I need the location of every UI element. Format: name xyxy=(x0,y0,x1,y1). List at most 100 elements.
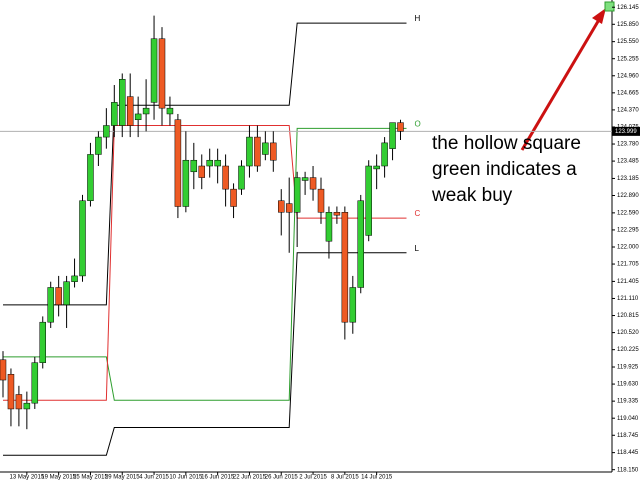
candle-body xyxy=(230,188,237,207)
y-tick-label: 122.890 xyxy=(617,193,639,199)
x-tick-label: 19 May 2015 xyxy=(41,475,76,480)
y-tick-label: 121.110 xyxy=(617,296,639,302)
level-label: C xyxy=(415,209,421,218)
candle-body xyxy=(190,159,198,173)
signal-square xyxy=(604,1,615,12)
arrow xyxy=(520,17,602,151)
candle-body xyxy=(254,136,261,167)
y-tick-label: 119.335 xyxy=(617,399,639,405)
candle-body xyxy=(79,200,86,277)
candle-body xyxy=(111,102,118,126)
y-tick-label: 118.445 xyxy=(617,450,639,456)
y-tick-label: 123.185 xyxy=(617,176,639,182)
y-tick-label: 124.665 xyxy=(617,90,639,96)
candle-body xyxy=(39,321,46,363)
level-line xyxy=(3,125,407,401)
x-tick-label: 10 Jun 2015 xyxy=(169,475,203,480)
level-label: L xyxy=(415,244,420,253)
candle-body xyxy=(222,165,229,190)
last-price-box xyxy=(612,126,640,136)
candle-body xyxy=(31,362,39,404)
x-tick-label: 2 Jul 2015 xyxy=(299,475,327,480)
y-tick-label: 119.040 xyxy=(617,416,639,422)
y-tick-label: 126.145 xyxy=(617,5,639,11)
level-line xyxy=(3,127,407,401)
y-tick-label: 123.780 xyxy=(617,142,639,148)
y-tick-label: 120.520 xyxy=(617,330,639,336)
candle-body xyxy=(397,122,404,132)
x-tick-label: 13 May 2015 xyxy=(9,475,44,480)
candle-body xyxy=(71,275,78,282)
x-tick-label: 16 Jun 2015 xyxy=(201,475,235,480)
candle-body xyxy=(126,96,134,126)
candle-body xyxy=(55,287,62,306)
y-tick-label: 121.405 xyxy=(617,279,639,285)
candle-body xyxy=(7,373,15,410)
y-tick-label: 125.850 xyxy=(617,22,639,28)
y-tick-label: 118.745 xyxy=(617,433,639,439)
x-tick-label: 14 Jul 2015 xyxy=(361,475,393,480)
candle-body xyxy=(317,188,325,213)
candle-body xyxy=(309,177,317,190)
annotation: the hollow square green indicates a weak b… xyxy=(431,133,581,206)
candle-body xyxy=(301,177,309,181)
candle-body xyxy=(333,212,341,216)
arrow-head xyxy=(592,8,606,24)
candle-body xyxy=(365,165,372,236)
candle-body xyxy=(325,212,333,242)
candle-body xyxy=(270,142,277,161)
candle-body xyxy=(142,107,150,115)
candle-body xyxy=(381,142,388,167)
candle-body xyxy=(293,177,301,213)
candle-body xyxy=(150,38,158,103)
last-price-label: 123.999 xyxy=(615,129,637,135)
candle-body xyxy=(341,212,349,323)
candle-body xyxy=(15,394,23,410)
y-tick-label: 122.590 xyxy=(617,210,639,216)
candle-body xyxy=(23,402,31,410)
candle-body xyxy=(134,113,142,120)
candle-body xyxy=(389,122,396,149)
candle-body xyxy=(262,142,269,155)
candle-body xyxy=(47,287,54,323)
x-tick-label: 22 Jun 2015 xyxy=(233,475,267,480)
x-tick-label: 25 May 2015 xyxy=(73,475,108,480)
candle-body xyxy=(198,165,205,178)
y-tick-label: 122.000 xyxy=(617,245,639,251)
y-tick-label: 125.550 xyxy=(617,39,639,45)
y-tick-label: 124.960 xyxy=(617,73,639,79)
candle-body xyxy=(63,281,70,306)
candle-body xyxy=(87,154,94,201)
level-line xyxy=(3,252,407,456)
y-tick-label: 125.255 xyxy=(617,56,639,62)
candle-body xyxy=(238,165,245,190)
level-label: O xyxy=(415,120,421,129)
candle-body xyxy=(349,287,357,323)
y-tick-label: 124.370 xyxy=(617,107,639,113)
y-tick-label: 120.225 xyxy=(617,347,639,353)
candle-body xyxy=(214,159,221,167)
candle-body xyxy=(182,159,190,207)
candle-body xyxy=(373,165,380,170)
candle-body xyxy=(206,159,213,167)
candle-body xyxy=(278,200,285,213)
annotation-line: the hollow square xyxy=(432,133,581,154)
level-label: H xyxy=(415,14,421,23)
x-tick-label: 26 Jun 2015 xyxy=(265,475,299,480)
y-tick-label: 120.815 xyxy=(617,313,639,319)
x-tick-label: 8 Jul 2015 xyxy=(331,475,359,480)
candle-body xyxy=(174,119,182,207)
annotation-line: weak buy xyxy=(431,185,513,206)
y-tick-label: 119.630 xyxy=(617,382,639,388)
candle-body xyxy=(246,136,253,167)
y-tick-label: 118.150 xyxy=(617,467,639,473)
y-tick-label: 121.705 xyxy=(617,262,639,268)
annotation-line: green indicates a xyxy=(432,159,577,180)
x-tick-label: 4 Jun 2015 xyxy=(139,475,169,480)
candle-body xyxy=(158,38,166,109)
candle-body xyxy=(357,200,364,288)
candle-body xyxy=(103,125,110,138)
y-tick-label: 122.295 xyxy=(617,228,639,234)
